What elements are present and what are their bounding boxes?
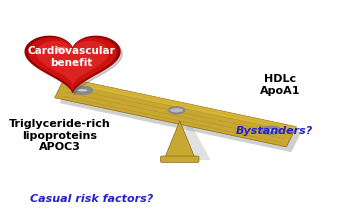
Ellipse shape [265, 128, 277, 132]
Ellipse shape [55, 47, 62, 50]
Ellipse shape [76, 88, 88, 92]
Polygon shape [25, 36, 120, 92]
Text: Triglyceride-rich
lipoproteins
APOC3: Triglyceride-rich lipoproteins APOC3 [9, 119, 111, 152]
Polygon shape [62, 78, 296, 132]
Polygon shape [172, 122, 211, 160]
FancyBboxPatch shape [161, 156, 199, 162]
Polygon shape [60, 83, 301, 152]
Text: Bystanders?: Bystanders? [235, 126, 313, 137]
Text: HDLc
ApoA1: HDLc ApoA1 [260, 74, 301, 96]
Ellipse shape [169, 107, 184, 113]
Polygon shape [29, 38, 116, 90]
Text: Casual risk factors?: Casual risk factors? [30, 194, 154, 204]
Polygon shape [37, 41, 108, 83]
Ellipse shape [55, 47, 68, 53]
Polygon shape [55, 78, 296, 147]
Text: Cardiovascular
benefit: Cardiovascular benefit [27, 46, 115, 68]
Polygon shape [27, 38, 122, 94]
Polygon shape [165, 121, 195, 157]
